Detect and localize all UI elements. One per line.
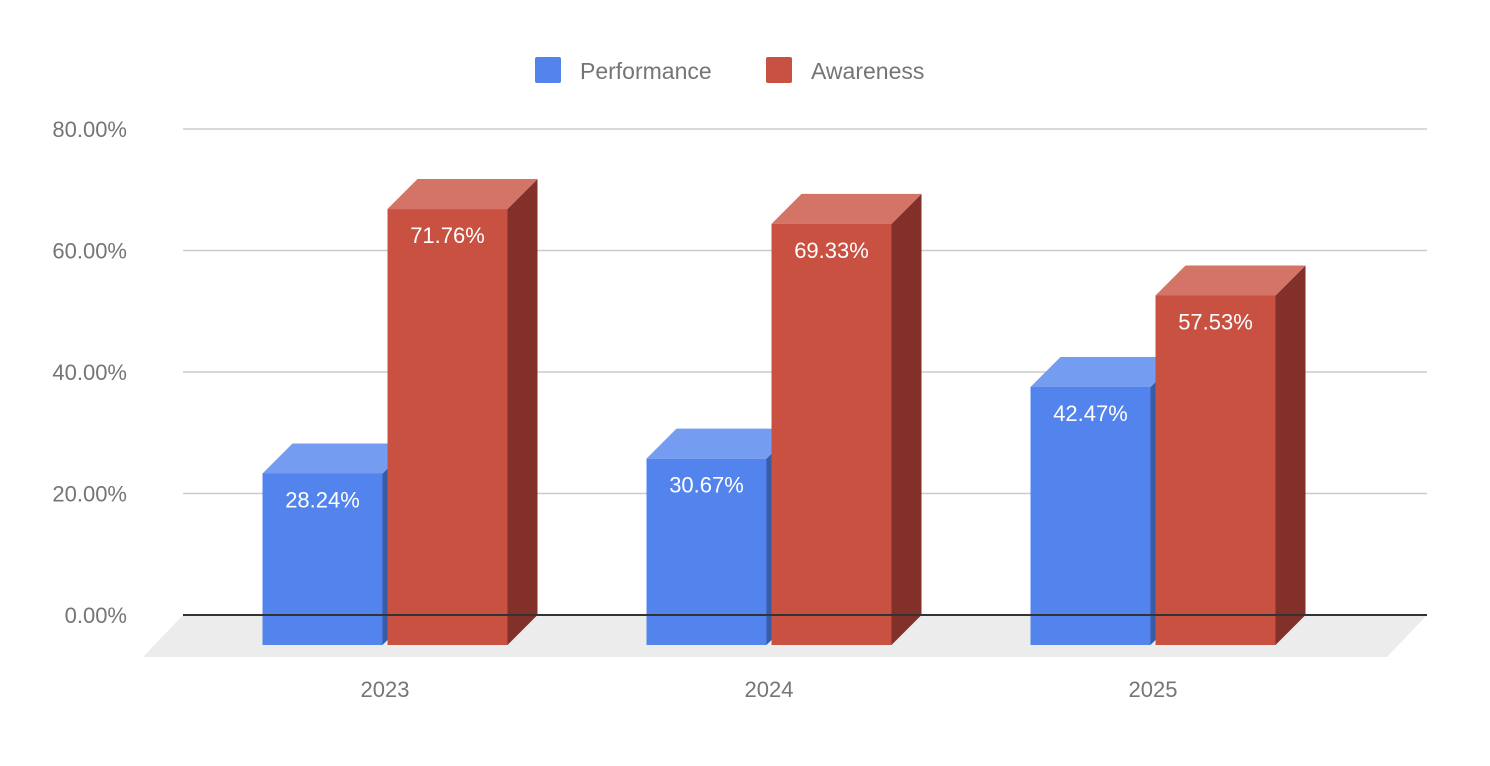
data-label: 28.24% — [285, 487, 360, 512]
bar-top-face — [1030, 356, 1181, 387]
y-tick-label: 20.00% — [52, 482, 127, 507]
bar-side-face — [1275, 265, 1306, 645]
bar-front-face — [262, 473, 383, 645]
legend-item-awareness[interactable]: Awareness — [766, 57, 924, 84]
x-tick-label: 2023 — [361, 677, 410, 702]
bar-side-face — [507, 179, 538, 646]
legend-label: Performance — [580, 58, 712, 84]
data-label: 30.67% — [669, 473, 744, 498]
bar-top-face — [646, 428, 797, 459]
bars — [262, 179, 1306, 646]
x-tick-label: 2024 — [745, 677, 794, 702]
bar-front-face — [387, 209, 508, 646]
data-label: 42.47% — [1053, 401, 1128, 426]
bar-awareness-2025[interactable] — [1155, 265, 1306, 645]
y-tick-label: 80.00% — [52, 117, 127, 142]
y-tick-label: 40.00% — [52, 360, 127, 385]
legend-label: Awareness — [811, 58, 924, 84]
data-label: 71.76% — [410, 223, 485, 248]
bar-top-face — [262, 443, 413, 474]
bar-top-face — [771, 193, 922, 224]
y-tick-label: 0.00% — [65, 603, 127, 628]
x-tick-label: 2025 — [1129, 677, 1178, 702]
bar-side-face — [891, 193, 922, 645]
data-label: 69.33% — [794, 238, 869, 263]
y-tick-label: 60.00% — [52, 239, 127, 264]
bar-front-face — [771, 223, 892, 645]
legend-item-performance[interactable]: Performance — [535, 57, 712, 84]
bar-awareness-2023[interactable] — [387, 179, 538, 646]
legend-swatch — [766, 57, 792, 83]
bar-awareness-2024[interactable] — [771, 193, 922, 645]
data-labels: 28.24% 71.76% 30.67% 69.33% 42.47% 57.53% — [285, 223, 1253, 512]
bar-top-face — [1155, 265, 1306, 296]
bar-front-face — [1155, 295, 1276, 645]
bar-top-face — [387, 179, 538, 210]
bar-front-face — [646, 458, 767, 645]
bar-front-face — [1030, 386, 1151, 645]
axes: 0.00% 20.00% 40.00% 60.00% 80.00% 2023 2024 202… — [52, 117, 1427, 702]
legend-swatch — [535, 57, 561, 83]
legend: Performance Awareness — [535, 57, 924, 84]
data-label: 57.53% — [1178, 310, 1253, 335]
